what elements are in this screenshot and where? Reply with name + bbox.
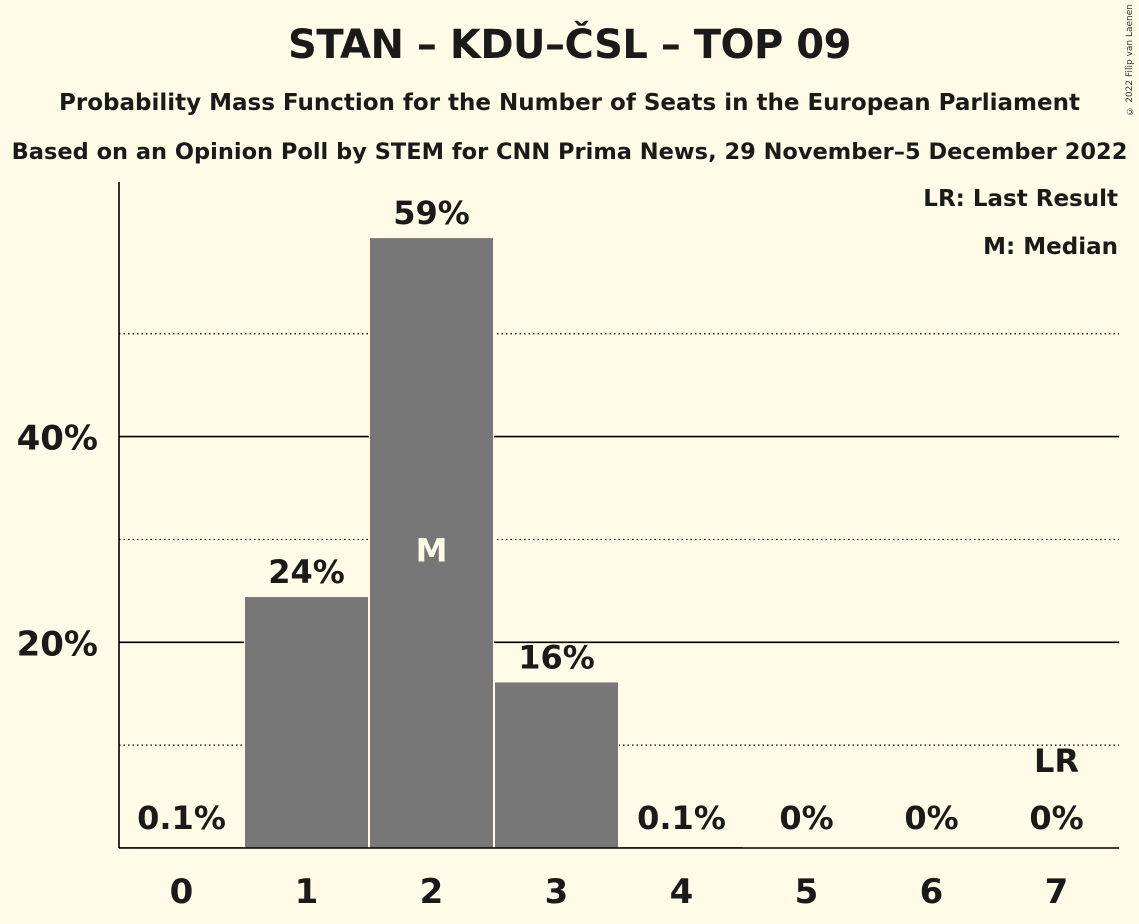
legend-median: M: Median (983, 234, 1118, 260)
legend-last-result: LR: Last Result (923, 186, 1118, 212)
x-tick-label: 2 (420, 872, 444, 912)
bar (245, 597, 368, 848)
bar-value-label: 16% (518, 638, 595, 676)
bar (370, 238, 493, 849)
x-tick-label: 5 (795, 872, 819, 912)
axes: 20% 40% 0 1 2 3 4 5 6 7 (17, 182, 1119, 912)
bar-value-label: 0% (779, 799, 833, 837)
x-tick-label: 3 (545, 872, 569, 912)
y-tick-label: 40% (17, 419, 98, 459)
bars (119, 238, 744, 849)
x-tick-label: 1 (295, 872, 319, 912)
labels: 0.1% 24% 59% M 16% 0.1% 0% 0% 0% LR (137, 194, 1084, 837)
x-tick-label: 7 (1045, 872, 1069, 912)
chart-title: STAN – KDU–ČSL – TOP 09 (288, 22, 851, 68)
x-tick-label: 4 (670, 872, 694, 912)
bar-value-label: 24% (268, 553, 345, 591)
bar-value-label: 0.1% (637, 799, 726, 837)
median-marker: M (416, 531, 448, 569)
bar-value-label: 0% (904, 799, 958, 837)
chart-source-subtitle: Based on an Opinion Poll by STEM for CNN… (11, 139, 1128, 165)
chart-subtitle: Probability Mass Function for the Number… (59, 90, 1080, 116)
bar (495, 682, 618, 848)
bar-value-label: 59% (393, 194, 470, 232)
bar-value-label: 0% (1029, 799, 1083, 837)
bar-value-label: 0.1% (137, 799, 226, 837)
x-tick-label: 0 (170, 872, 194, 912)
x-tick-label: 6 (920, 872, 944, 912)
last-result-marker: LR (1034, 742, 1079, 780)
y-tick-label: 20% (17, 624, 98, 664)
